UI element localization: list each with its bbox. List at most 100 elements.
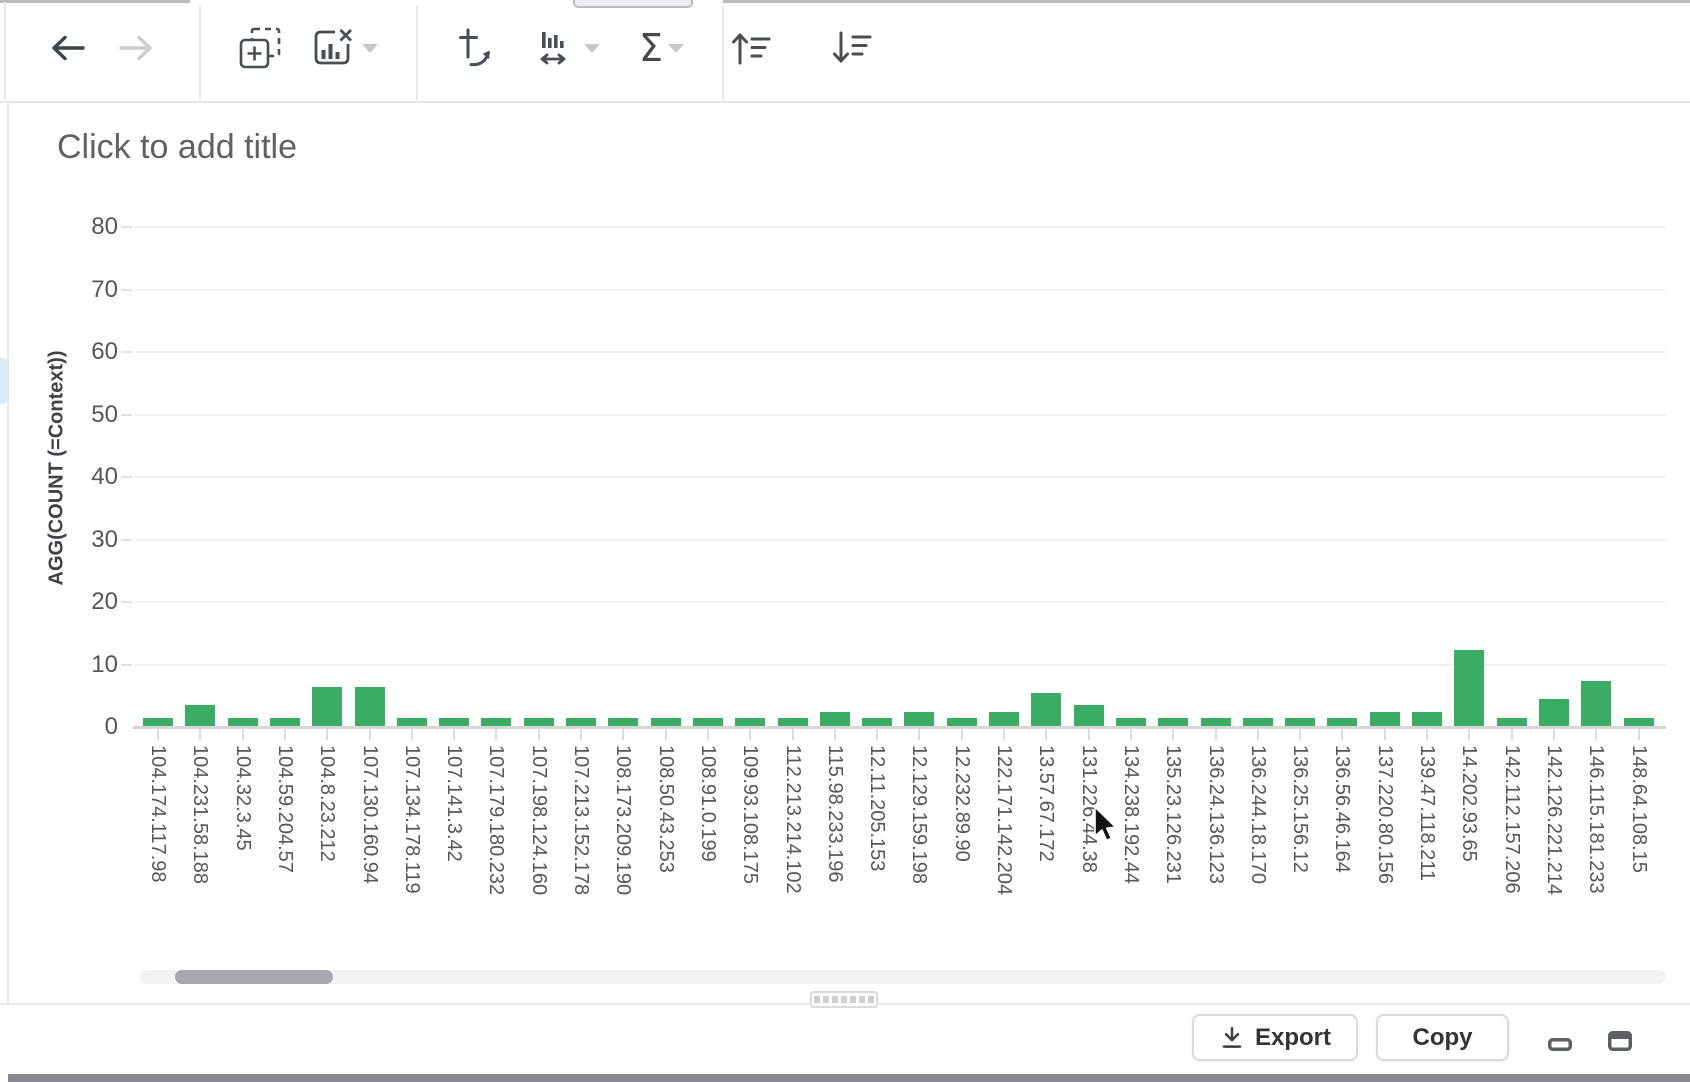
bar-width-icon[interactable]: [535, 26, 579, 70]
swap-axes-icon[interactable]: [456, 26, 500, 70]
sort-ascending-icon[interactable]: [728, 26, 772, 70]
x-tick-label: 136.244.18.170: [1246, 745, 1269, 885]
x-tick-label: 104.231.58.188: [189, 745, 212, 885]
y-tick-mark: [121, 538, 132, 541]
drag-dot: [823, 996, 829, 1003]
bar[interactable]: [1031, 693, 1062, 727]
bar[interactable]: [904, 711, 935, 727]
bar[interactable]: [439, 717, 470, 727]
x-tick-mark: [622, 729, 625, 740]
x-tick-mark: [1172, 729, 1175, 740]
side-panel-tab[interactable]: [0, 358, 7, 404]
card-left-border: [7, 101, 9, 1003]
sort-descending-icon[interactable]: [829, 26, 873, 70]
bar[interactable]: [946, 717, 977, 727]
remove-chart-caret-icon[interactable]: [362, 44, 378, 53]
resize-drag-handle[interactable]: [810, 991, 878, 1008]
redo-arrow-icon[interactable]: [115, 26, 159, 70]
x-tick-label: 134.238.192.44: [1119, 745, 1142, 885]
y-tick-label: 60: [91, 338, 118, 365]
bar[interactable]: [1242, 717, 1273, 727]
export-button[interactable]: Export: [1192, 1014, 1358, 1061]
bar[interactable]: [1073, 705, 1104, 727]
bar[interactable]: [777, 717, 808, 727]
x-tick-mark: [706, 729, 709, 740]
bar[interactable]: [1369, 711, 1400, 727]
x-tick-mark: [157, 729, 159, 740]
bar[interactable]: [312, 686, 343, 727]
bar[interactable]: [185, 705, 216, 727]
bar[interactable]: [481, 717, 512, 727]
bar[interactable]: [1581, 680, 1612, 727]
x-tick-mark: [326, 729, 329, 740]
bar[interactable]: [1538, 699, 1569, 727]
toolbar-left-edge: [4, 2, 6, 100]
aggregate-sigma-icon[interactable]: Σ: [638, 26, 663, 70]
x-tick-label: 12.129.159.198: [908, 745, 931, 885]
x-tick-mark: [453, 729, 456, 740]
y-tick-mark: [121, 288, 132, 291]
x-tick-label: 14.202.93.65: [1458, 745, 1481, 862]
bar[interactable]: [1327, 717, 1358, 727]
bar[interactable]: [269, 717, 300, 727]
hscrollbar-track[interactable]: [140, 970, 1666, 984]
drag-dot: [868, 996, 874, 1003]
x-tick-mark: [1256, 729, 1259, 740]
bar[interactable]: [227, 717, 258, 727]
x-tick-label: 137.220.80.156: [1373, 745, 1396, 885]
bar[interactable]: [1496, 717, 1527, 727]
bar[interactable]: [608, 717, 639, 727]
bar[interactable]: [566, 717, 596, 727]
bar[interactable]: [1158, 717, 1189, 727]
x-tick-mark: [537, 729, 540, 740]
gridline: [135, 351, 1666, 353]
bar[interactable]: [735, 717, 766, 727]
bar[interactable]: [1454, 649, 1485, 727]
y-tick-mark: [121, 413, 132, 416]
y-tick-mark: [121, 226, 132, 228]
bar[interactable]: [1200, 717, 1231, 727]
bar[interactable]: [819, 711, 850, 727]
bar[interactable]: [1285, 717, 1316, 727]
x-tick-mark: [918, 729, 921, 740]
y-tick-mark: [121, 476, 132, 478]
gridline: [135, 601, 1666, 603]
bar[interactable]: [989, 711, 1019, 727]
x-tick-mark: [1003, 729, 1005, 740]
y-tick-label: 50: [91, 400, 118, 428]
x-tick-mark: [833, 729, 836, 740]
aggregate-caret-icon[interactable]: [668, 44, 684, 53]
x-tick-label: 109.93.108.175: [739, 745, 762, 885]
bar[interactable]: [650, 717, 681, 727]
toolbar-divider: [416, 6, 418, 100]
bar[interactable]: [1115, 717, 1146, 727]
bar[interactable]: [1623, 717, 1654, 727]
x-tick-label: 112.213.214.102: [781, 745, 804, 894]
chart-title-placeholder[interactable]: Click to add title: [57, 128, 297, 166]
download-icon: [1222, 1026, 1242, 1048]
y-tick-label: 10: [91, 650, 118, 678]
bar-width-caret-icon[interactable]: [584, 44, 600, 53]
bar[interactable]: [862, 717, 893, 727]
y-tick-label: 20: [91, 588, 118, 615]
bar[interactable]: [523, 717, 554, 727]
gridline: [135, 538, 1666, 541]
x-tick-label: 108.50.43.253: [654, 745, 677, 873]
x-tick-label: 136.25.156.12: [1289, 745, 1312, 873]
add-chart-icon[interactable]: [238, 26, 282, 70]
export-button-label: Export: [1254, 1023, 1331, 1051]
remove-chart-icon[interactable]: [310, 26, 354, 70]
bar[interactable]: [396, 717, 427, 727]
x-tick-mark: [1552, 729, 1555, 740]
maximize-window-icon[interactable]: [1608, 1031, 1632, 1051]
undo-arrow-icon[interactable]: [45, 26, 89, 70]
minimize-window-icon[interactable]: [1548, 1038, 1572, 1051]
bar[interactable]: [692, 717, 723, 727]
bar[interactable]: [143, 717, 173, 727]
x-tick-mark: [368, 729, 371, 740]
bar[interactable]: [354, 686, 385, 727]
hscrollbar-thumb[interactable]: [175, 970, 333, 984]
copy-button[interactable]: Copy: [1376, 1014, 1509, 1061]
x-tick-label: 104.8.23.212: [316, 745, 339, 862]
bar[interactable]: [1412, 711, 1442, 727]
